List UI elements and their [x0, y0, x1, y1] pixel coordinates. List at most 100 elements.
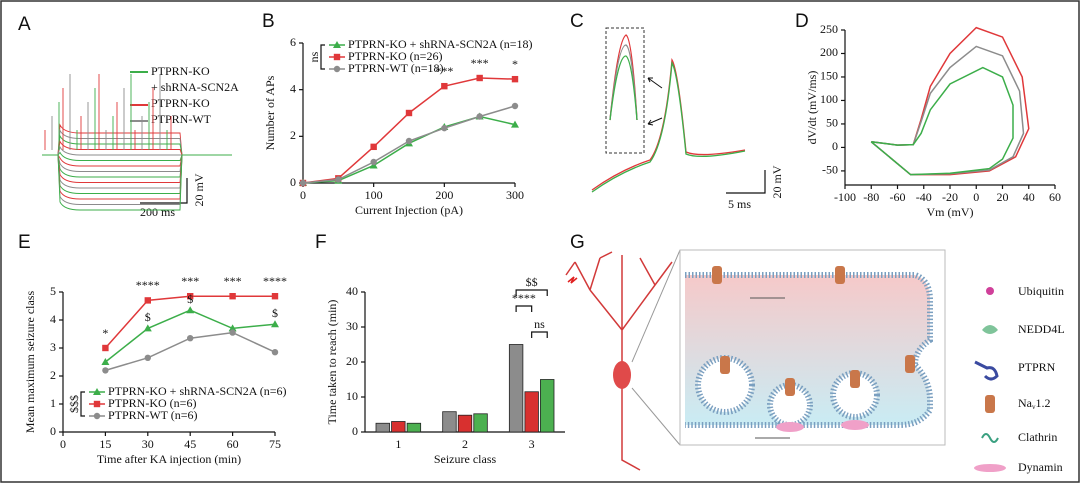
- point: [143, 324, 152, 332]
- x-tick-label: 75: [269, 437, 281, 451]
- series-line: [870, 66, 1014, 176]
- icon-channel: [985, 395, 995, 413]
- trace: [609, 55, 638, 121]
- legend-note: $$$: [67, 395, 81, 413]
- series-line: [302, 77, 516, 184]
- y-tick-label: 2: [50, 368, 56, 382]
- bar: [442, 411, 457, 433]
- scale-label: 5 ms: [728, 197, 751, 211]
- annotation: ***: [435, 64, 453, 78]
- point: [187, 335, 194, 342]
- point: [93, 388, 101, 395]
- annotation: *: [102, 326, 108, 340]
- vesicle: [767, 382, 813, 428]
- x-tick-label: 3: [529, 437, 535, 451]
- panel-g: Ubiquitin NEDD4L PTPRN Nav1.2 Clathrin D…: [565, 249, 1065, 474]
- point: [405, 137, 413, 145]
- x-tick-label: 1: [395, 437, 401, 451]
- y-tick-label: 0: [290, 175, 296, 189]
- legend-label: Nav1.2: [1018, 396, 1051, 411]
- scale-bar: [140, 178, 188, 204]
- trace: [42, 128, 232, 156]
- trace: [42, 140, 232, 156]
- x-tick-label: -100: [834, 190, 856, 204]
- annotation: ****: [136, 278, 160, 292]
- icon-clathrin: [981, 433, 999, 443]
- x-tick-label: -40: [916, 190, 932, 204]
- x-tick-label: -80: [863, 190, 879, 204]
- y-axis-label: Number of APs: [263, 75, 277, 150]
- bar: [473, 413, 488, 433]
- y-axis-label: Time taken to reach (min): [325, 300, 339, 425]
- point: [271, 349, 279, 356]
- point: [93, 412, 101, 420]
- annotation: $: [272, 306, 278, 320]
- legend-label: PTPRN-KO (n=26): [348, 49, 442, 63]
- trace: [42, 151, 232, 161]
- point: [144, 354, 151, 361]
- legend-label: + shRNA-SCN2A: [151, 80, 239, 94]
- point: [333, 41, 341, 48]
- x-axis-label: Seizure class: [434, 452, 497, 466]
- icon-nedd4l: [982, 325, 998, 334]
- point: [511, 75, 519, 83]
- y-axis-label: Mean maximum seizure class: [23, 291, 37, 434]
- y-tick-label: 40: [346, 284, 358, 298]
- y-tick-label: 150: [820, 69, 838, 83]
- x-axis-label: Current Injection (pA): [355, 203, 463, 217]
- point: [405, 109, 413, 117]
- bracket: [515, 305, 533, 312]
- label-part: Na: [1018, 396, 1033, 410]
- y-tick-label: 200: [820, 45, 838, 59]
- trace: [42, 134, 232, 156]
- point: [370, 143, 377, 151]
- y-tick-label: 50: [826, 116, 838, 130]
- x-tick-label: 20: [997, 190, 1009, 204]
- bar: [540, 379, 555, 433]
- x-tick-label: 45: [184, 437, 196, 451]
- trace: [42, 154, 232, 172]
- x-tick-label: 0: [973, 190, 979, 204]
- y-tick-label: 250: [820, 22, 838, 36]
- annotation: $$: [526, 275, 538, 289]
- bracket: [320, 44, 325, 70]
- bracket: [531, 331, 548, 338]
- bracket: [515, 289, 548, 296]
- bracket: [80, 391, 85, 417]
- annotation: ****: [263, 274, 287, 288]
- series-line: [870, 45, 1025, 176]
- vesicle: [830, 370, 880, 420]
- annotation: $: [187, 292, 193, 306]
- bar: [457, 414, 473, 433]
- annotation: $: [145, 310, 151, 324]
- point: [476, 74, 483, 82]
- point: [102, 344, 109, 352]
- trace: [591, 57, 746, 191]
- annotation: ***: [224, 274, 242, 288]
- x-tick-label: 200: [435, 188, 453, 202]
- y-tick-label: 4: [50, 312, 56, 326]
- point: [333, 53, 341, 61]
- x-tick-label: 30: [142, 437, 154, 451]
- point: [333, 65, 341, 73]
- trace: [609, 44, 638, 121]
- trace: [42, 145, 232, 156]
- x-tick-label: 100: [365, 188, 383, 202]
- point: [271, 293, 279, 300]
- y-tick-label: 3: [50, 340, 56, 354]
- y-tick-label: -50: [822, 163, 838, 177]
- bar: [524, 391, 539, 433]
- y-axis-label: dV/dt (mV/ms): [805, 71, 819, 145]
- panel-letter: A: [18, 14, 31, 35]
- trace: [42, 154, 232, 178]
- x-tick-label: 300: [506, 188, 524, 202]
- bar: [375, 422, 390, 433]
- icon-ptprn: [974, 360, 999, 381]
- annotation: *: [512, 57, 518, 71]
- label-part: 1.2: [1036, 396, 1051, 410]
- x-tick-label: 40: [1023, 190, 1035, 204]
- point: [229, 293, 236, 300]
- y-tick-label: 20: [346, 354, 358, 368]
